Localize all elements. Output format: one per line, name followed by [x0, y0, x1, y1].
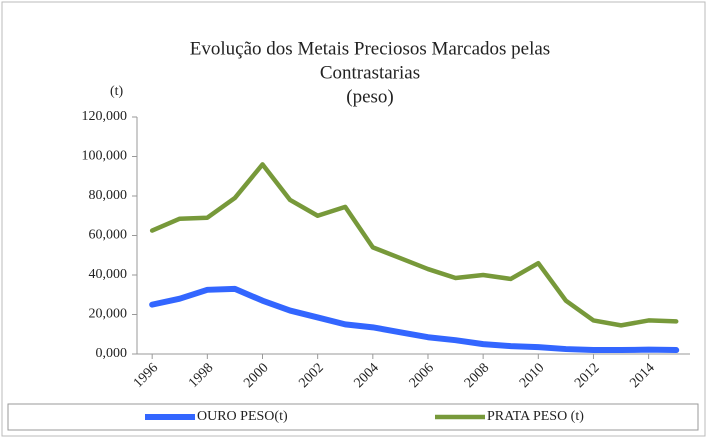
legend-label: OURO PESO(t)	[197, 409, 288, 424]
y-tick-label: 20,000	[89, 307, 128, 322]
legend-box	[7, 403, 699, 431]
y-axis-label: (t)	[110, 84, 124, 99]
chart-title: Contrastarias	[320, 62, 420, 83]
y-tick-label: 100,000	[82, 149, 128, 164]
legend-label: PRATA PESO (t)	[487, 409, 584, 424]
y-tick-label: 80,000	[89, 188, 128, 203]
y-tick-label: 40,000	[89, 267, 128, 282]
y-tick-label: 0,000	[96, 346, 128, 361]
y-tick-label: 120,000	[82, 109, 128, 124]
y-tick-label: 60,000	[89, 228, 128, 243]
series-line	[149, 285, 680, 354]
chart-title: (peso)	[346, 86, 393, 107]
series-line	[149, 162, 679, 328]
chart-title: Evolução dos Metais Preciosos Marcados p…	[190, 38, 550, 59]
